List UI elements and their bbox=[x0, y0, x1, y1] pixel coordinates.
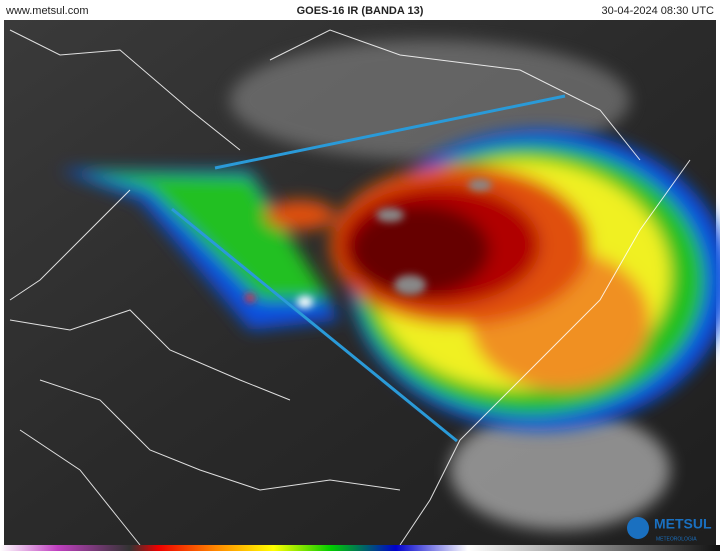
logo-name: METSUL bbox=[654, 516, 712, 532]
timestamp: 30-04-2024 08:30 UTC bbox=[601, 5, 714, 17]
imagery bbox=[4, 20, 720, 546]
title: GOES-16 IR (BANDA 13) bbox=[297, 5, 424, 17]
color-scale bbox=[0, 545, 720, 551]
logo-subtitle: METEOROLOGIA bbox=[656, 536, 697, 542]
site-url: www.metsul.com bbox=[5, 5, 89, 17]
header-bar bbox=[0, 0, 720, 20]
logo: METSUL METEOROLOGIA bbox=[627, 516, 712, 542]
